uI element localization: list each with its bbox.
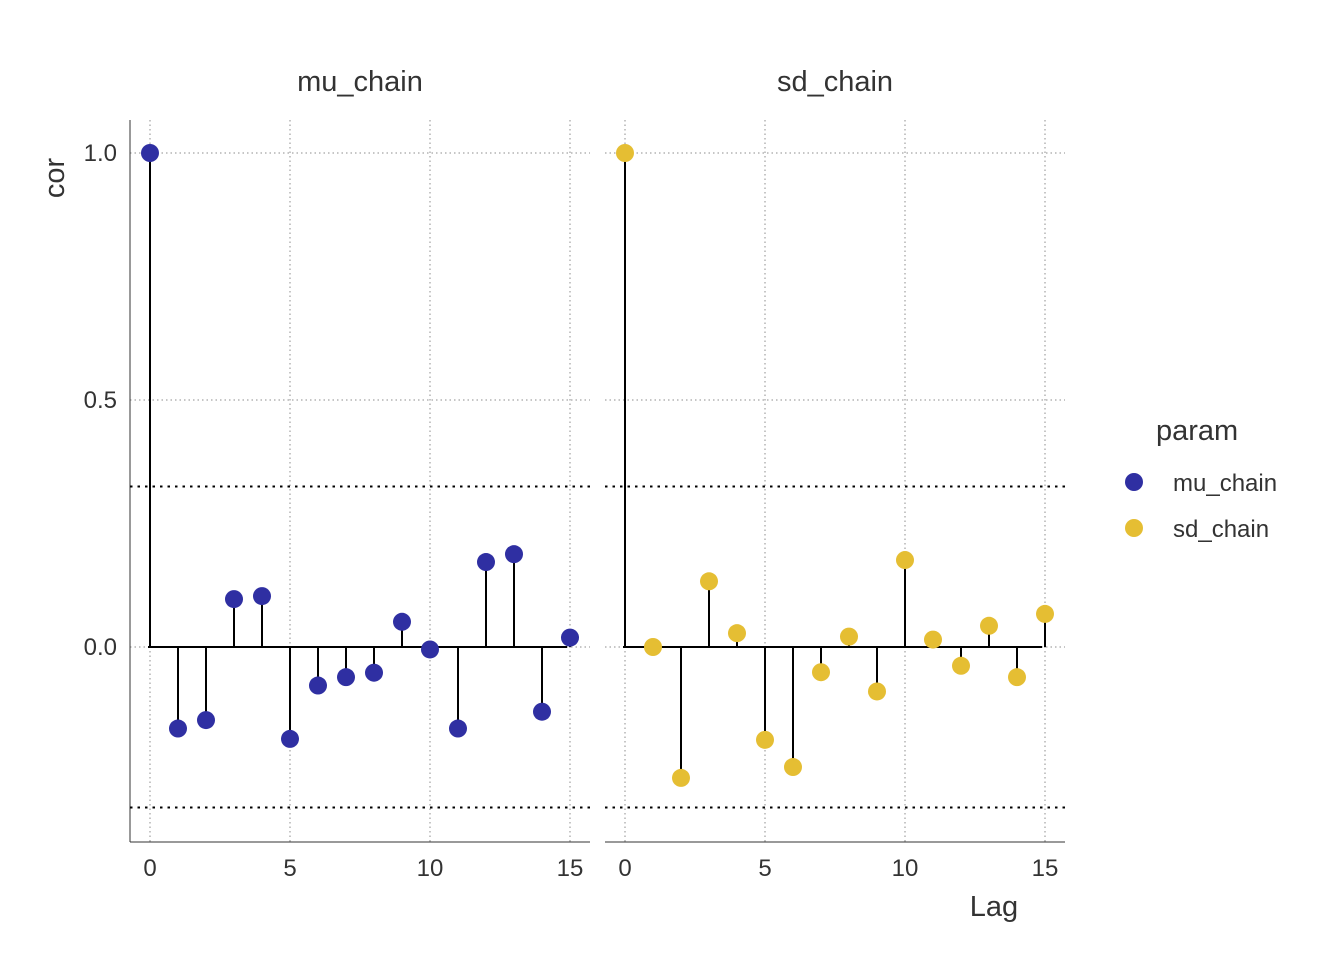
x-tick-label: 5 [758, 855, 771, 882]
x-tick-label: 0 [618, 855, 631, 882]
acf-point [1008, 668, 1026, 687]
acf-point [616, 144, 634, 162]
y-axis-title: cor [39, 158, 71, 199]
legend-label: mu_chain [1173, 470, 1277, 497]
x-tick-label: 15 [1032, 855, 1059, 882]
panel-mu-chain: mu_chain 0 5 10 15 0.0 0.5 1.0 [84, 66, 590, 882]
acf-point [309, 676, 327, 695]
acf-point [728, 624, 746, 643]
acf-point [924, 630, 942, 649]
y-tick-label: 1.0 [84, 140, 117, 167]
facet-strip-title: sd_chain [777, 66, 893, 98]
facet-strip-title: mu_chain [297, 66, 423, 98]
y-tick-label: 0.0 [84, 634, 117, 661]
facet-panels: mu_chain 0 5 10 15 0.0 0.5 1.0 sd_chain 0 5 10 15 [84, 66, 1065, 882]
acf-point [840, 627, 858, 646]
acf-point [477, 553, 495, 572]
acf-point [449, 719, 467, 738]
acf-point [644, 638, 662, 656]
legend: param mu_chain sd_chain [1125, 415, 1277, 543]
acf-point [784, 758, 802, 777]
acf-point [812, 663, 830, 682]
acf-point [281, 729, 299, 748]
legend-title: param [1156, 415, 1238, 447]
panel-sd-chain: sd_chain 0 5 10 15 [605, 66, 1065, 882]
acf-point [169, 719, 187, 738]
acf-point [253, 587, 271, 606]
acf-point [980, 616, 998, 635]
y-tick-label: 0.5 [84, 387, 117, 414]
legend-label: sd_chain [1173, 516, 1269, 543]
acf-point [533, 702, 551, 721]
acf-point [365, 663, 383, 682]
acf-point [868, 682, 886, 701]
acf-point [561, 628, 579, 647]
legend-key [1125, 519, 1143, 537]
acf-point [952, 656, 970, 675]
acf-point [393, 612, 411, 631]
legend-item-sd-chain: sd_chain [1125, 516, 1269, 543]
acf-point [700, 572, 718, 591]
legend-items: mu_chain sd_chain [1125, 470, 1277, 543]
legend-item-mu-chain: mu_chain [1125, 470, 1277, 497]
x-tick-label: 10 [417, 855, 444, 882]
acf-point [337, 668, 355, 687]
acf-point [672, 768, 690, 787]
legend-key [1125, 473, 1143, 491]
acf-point [225, 590, 243, 609]
acf-point [505, 545, 523, 564]
acf-point [896, 551, 914, 570]
x-axis-title: Lag [970, 891, 1018, 923]
acf-point [421, 640, 439, 659]
acf-point [1036, 604, 1054, 623]
x-tick-label: 10 [892, 855, 919, 882]
acf-point [197, 711, 215, 730]
acf-point [141, 144, 159, 162]
x-tick-label: 15 [557, 855, 584, 882]
x-tick-label: 5 [283, 855, 296, 882]
x-tick-label: 0 [143, 855, 156, 882]
acf-point [756, 730, 774, 749]
